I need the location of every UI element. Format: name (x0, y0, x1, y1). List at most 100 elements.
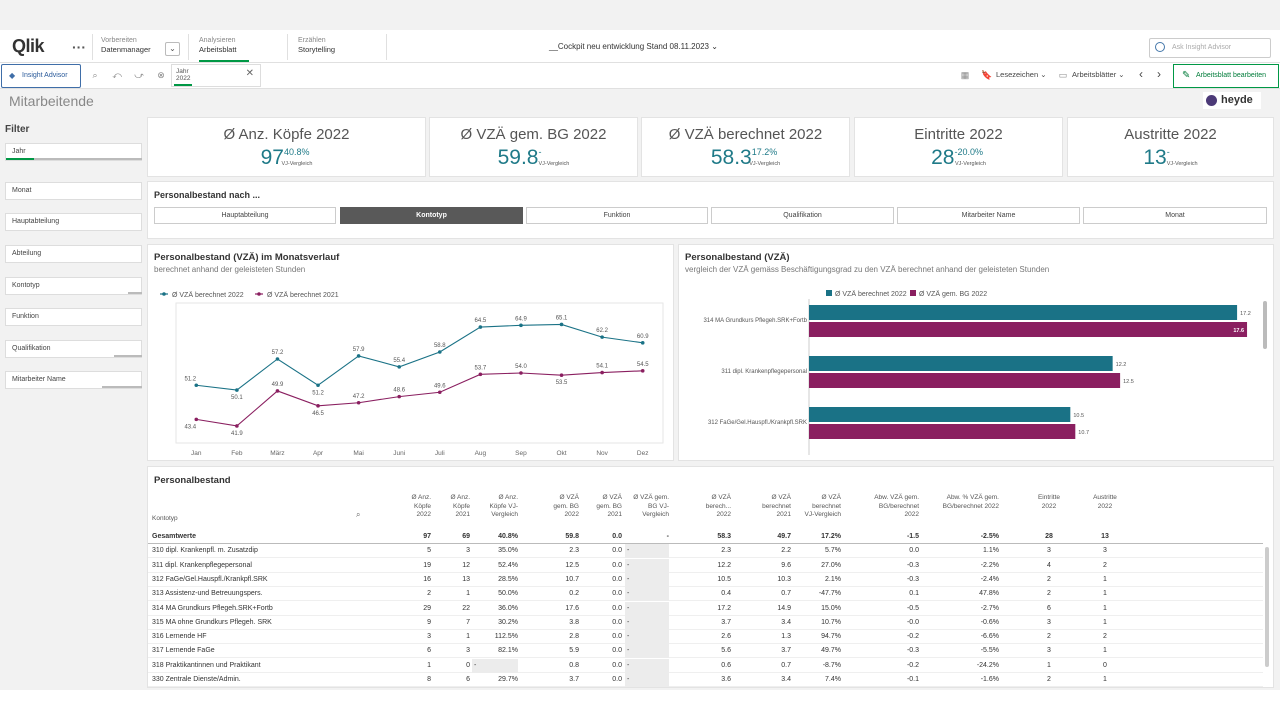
column-header[interactable]: Ø VZÄ berech... 2022 (705, 494, 731, 518)
column-header[interactable]: Ø VZÄ gem. BG VJ- Vergleich (633, 494, 669, 518)
close-icon[interactable]: ✕ (245, 68, 254, 79)
dimension-button-monat[interactable]: Monat (1083, 207, 1267, 224)
scrollbar[interactable] (1265, 547, 1269, 667)
dimension-button-funktion[interactable]: Funktion (526, 207, 708, 224)
table-row[interactable]: 310 dipl. Krankenpfl. m. Zusatzdip 5 3 35.0… (148, 544, 1263, 559)
column-header[interactable]: Kontotyp (152, 515, 178, 522)
table-row[interactable]: 316 Lernende HF 3 1 112.5% 2.8 0.0- 2.6 1.3 94.7… (148, 630, 1263, 645)
table-cell: 2.1% (825, 575, 841, 583)
kpi-anz-koepfe[interactable]: Ø Anz. Köpfe 2022 9740.8% VJ-Vergleich (147, 117, 426, 177)
selection-bar (102, 386, 142, 388)
next-sheet-button[interactable]: › (1157, 67, 1161, 81)
legend-swatch (910, 290, 916, 296)
prev-sheet-button[interactable]: ‹ (1139, 67, 1143, 81)
filter-hauptabteilung[interactable]: Hauptabteilung (5, 213, 142, 231)
x-tick-label: Jan (191, 450, 202, 457)
clear-selections-icon[interactable]: ⊗ (157, 70, 165, 80)
table-cell: 10.5 (717, 575, 731, 583)
kpi-austritte[interactable]: Austritte 2022 13- VJ-Vergleich (1067, 117, 1274, 177)
step-forward-icon[interactable]: ⤻ (134, 70, 144, 80)
bookmark-icon[interactable]: 🔖 (981, 70, 993, 80)
kpi-vza-gem-bg[interactable]: Ø VZÄ gem. BG 2022 59.8- VJ-Vergleich (429, 117, 638, 177)
table-row[interactable]: 318 Praktikantinnen und Praktikant 1 0-0.8… (148, 658, 1263, 673)
table-row[interactable]: 312 FaGe/Gel.Hauspfl./Krankpfl.SRK 16 13 28… (148, 572, 1263, 587)
table-cell: 14.9 (777, 604, 791, 612)
column-header[interactable]: Abw. VZÄ gem. BG/berechnet 2022 (874, 494, 919, 518)
table-cell: 1 (466, 590, 470, 598)
table-cell: 49.7 (777, 533, 791, 540)
dimension-button-mitarbeiter-name[interactable]: Mitarbeiter Name (897, 207, 1080, 224)
table-row[interactable]: 317 Lernende FaGe 6 3 82.1% 5.9 0.0- 5.6 3.7 49.… (148, 644, 1263, 659)
kpi-eintritte[interactable]: Eintritte 2022 28-20.0% VJ-Vergleich (854, 117, 1063, 177)
search-icon[interactable]: ⌕ (356, 510, 361, 519)
column-header[interactable]: Ø Anz. Köpfe 2021 (450, 494, 470, 518)
nav-tab-prepare[interactable]: Vorbereiten Datenmanager (101, 36, 151, 54)
kpi-sub: VJ-Vergleich (955, 161, 986, 167)
table-row[interactable]: 313 Assistenz-und Betreuungspers. 2 1 50.0%… (148, 587, 1263, 602)
line-chart[interactable]: Ø VZÄ berechnet 2022 Ø VZÄ berechnet 2021… (148, 245, 673, 460)
qlik-logo[interactable]: Qlik (12, 36, 45, 57)
kpi-sub: VJ-Vergleich (281, 161, 313, 167)
column-header[interactable]: Austritte 2022 (1093, 494, 1117, 510)
table-cell: 0.0 (612, 647, 622, 655)
app-title[interactable]: __Cockpit neu entwicklung Stand 08.11.20… (549, 42, 718, 51)
table-cell: 312 FaGe/Gel.Hauspfl./Krankpfl.SRK (152, 575, 268, 583)
more-menu-icon[interactable]: ··· (72, 39, 86, 55)
chevron-down-icon[interactable]: ⌄ (165, 42, 180, 56)
dimension-button-kontotyp[interactable]: Kontotyp (340, 207, 523, 224)
step-back-icon[interactable]: ⤺ (112, 70, 122, 80)
nav-tab-analyze[interactable]: Analysieren Arbeitsblatt (199, 36, 248, 62)
table-cell: 0.0 (612, 661, 622, 669)
bar-chart[interactable]: Ø VZÄ berechnet 2022 Ø VZÄ gem. BG 2022 31… (679, 245, 1273, 460)
insight-search-input[interactable]: Ask Insight Advisor (1149, 38, 1271, 58)
column-header[interactable]: Ø VZÄ berechnet 2021 (762, 494, 791, 518)
column-header[interactable]: Ø Anz. Köpfe VJ- Vergleich (489, 494, 518, 518)
legend-marker (162, 292, 166, 296)
dimension-button-hauptabteilung[interactable]: Hauptabteilung (154, 207, 336, 224)
table-cell: 3.8 (569, 618, 579, 626)
column-header[interactable]: Ø VZÄ gem. BG 2022 (553, 494, 579, 518)
filter-abteilung[interactable]: Abteilung (5, 245, 142, 263)
column-header[interactable]: Abw. % VZÄ gem. BG/berechnet 2022 (942, 494, 999, 510)
bookmarks-menu[interactable]: Lesezeichen ⌄ (996, 70, 1047, 79)
data-label: 54.5 (637, 362, 649, 368)
kpi-vza-berechnet[interactable]: Ø VZÄ berechnet 2022 58.317.2% VJ-Verglei… (641, 117, 850, 177)
selection-chip-jahr[interactable]: Jahr 2022 ✕ (171, 64, 261, 87)
grid-icon[interactable]: ▦ (960, 70, 970, 80)
filter-kontotyp[interactable]: Kontotyp (5, 277, 142, 295)
filter-funktion[interactable]: Funktion (5, 308, 142, 326)
table-row[interactable]: 311 dipl. Krankenpflegepersonal 19 12 52.4%… (148, 558, 1263, 573)
scrollbar[interactable] (1263, 301, 1267, 349)
sheets-icon[interactable]: ▭ (1058, 70, 1068, 80)
bar (809, 305, 1238, 320)
filter-qualifikation[interactable]: Qualifikation (5, 340, 142, 358)
data-point (316, 404, 320, 408)
column-header[interactable]: Ø Anz. Köpfe 2022 (411, 494, 431, 518)
dimension-button-qualifikation[interactable]: Qualifikation (711, 207, 894, 224)
table-row[interactable]: 330 Zentrale Dienste/Admin. 8 6 29.7% 3.7 0.0… (148, 673, 1263, 687)
table-cell: 2 (1047, 676, 1051, 683)
table-row[interactable]: 314 MA Grundkurs Pflegeh.SRK+Fortb 29 22 36… (148, 601, 1263, 616)
nav-tab-narrate[interactable]: Erzählen Storytelling (298, 36, 335, 54)
sheets-menu[interactable]: Arbeitsblätter ⌄ (1072, 70, 1125, 79)
filter-label: Funktion (12, 313, 39, 320)
smart-search-icon[interactable]: ⌕ (92, 70, 98, 80)
table-total-row[interactable]: Gesamtwerte 97 69 40.8% 59.8 0.0 - 58.3 49.7 17.2… (148, 530, 1263, 544)
data-label: 58.8 (434, 343, 446, 349)
column-header[interactable]: Ø VZÄ berechnet VJ-Vergleich (804, 494, 842, 518)
table-row[interactable]: 315 MA ohne Grundkurs Pflegeh. SRK 9 7 30.2… (148, 615, 1263, 630)
category-label: 311 dipl. Krankenpflegepersonal (721, 369, 807, 375)
column-header[interactable]: Eintritte 2022 (1037, 494, 1061, 510)
column-header[interactable]: Ø VZÄ gem. BG 2021 (596, 494, 622, 518)
x-tick-label: Apr (313, 450, 324, 457)
table-cell: - (625, 630, 669, 645)
qlik-app: Qlik ··· Vorbereiten Datenmanager ⌄ Anal… (0, 0, 1280, 690)
filter-monat[interactable]: Monat (5, 182, 142, 200)
filter-mitarbeiter-name[interactable]: Mitarbeiter Name (5, 371, 142, 389)
filter-jahr[interactable]: Jahr (5, 143, 142, 161)
table-cell: 2 (1047, 575, 1051, 583)
edit-sheet-button[interactable]: Arbeitsblatt bearbeiten (1173, 64, 1279, 88)
data-label: 10.7 (1078, 430, 1089, 436)
insight-advisor-button[interactable]: Insight Advisor (1, 64, 81, 88)
x-tick-label: Mai (353, 450, 363, 457)
